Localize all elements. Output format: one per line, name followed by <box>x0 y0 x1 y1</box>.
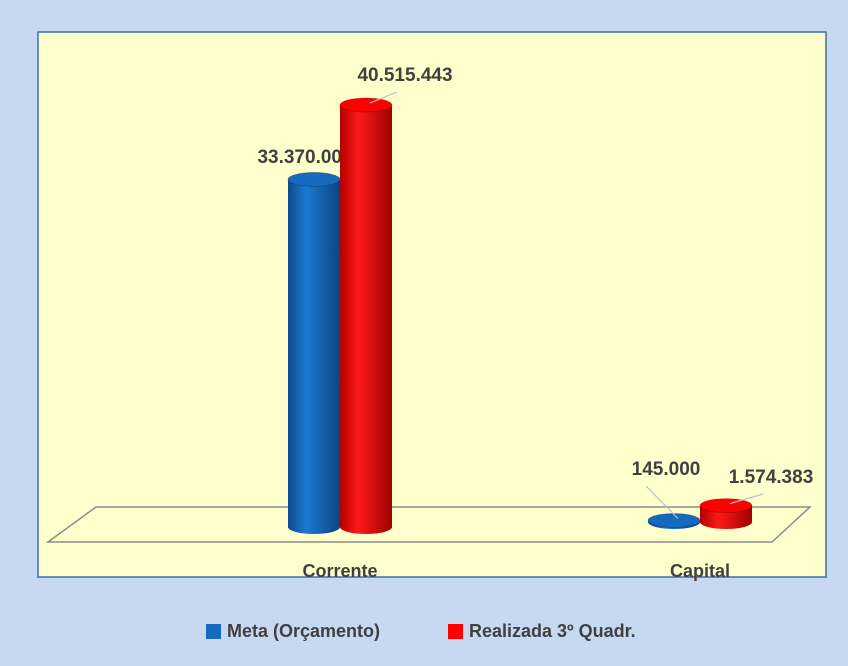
floor <box>45 506 812 543</box>
bar-top <box>287 172 341 187</box>
legend-label: Meta (Orçamento) <box>227 621 380 641</box>
bar <box>647 513 701 529</box>
value-label: 40.515.443 <box>357 65 452 86</box>
bar-body <box>340 105 392 534</box>
bar <box>699 498 753 529</box>
legend-swatch <box>206 624 221 639</box>
bar <box>339 97 393 534</box>
bar-top <box>699 498 753 514</box>
legend-swatch <box>448 624 463 639</box>
value-label: 33.370.000 <box>257 147 352 168</box>
value-label: 1.574.383 <box>729 467 814 488</box>
bar-top <box>647 513 701 528</box>
legend-label: Realizada 3º Quadr. <box>469 621 636 641</box>
leader-line <box>369 91 398 104</box>
leader-line <box>729 493 764 505</box>
leader-line <box>645 485 679 519</box>
bar-top <box>339 97 393 113</box>
value-label: 145.000 <box>632 459 701 480</box>
bar-body <box>288 179 340 535</box>
plot-area <box>37 31 827 578</box>
x-tick-label: Capital <box>670 561 730 581</box>
bar <box>287 172 341 535</box>
x-tick-label: Corrente <box>302 561 377 581</box>
